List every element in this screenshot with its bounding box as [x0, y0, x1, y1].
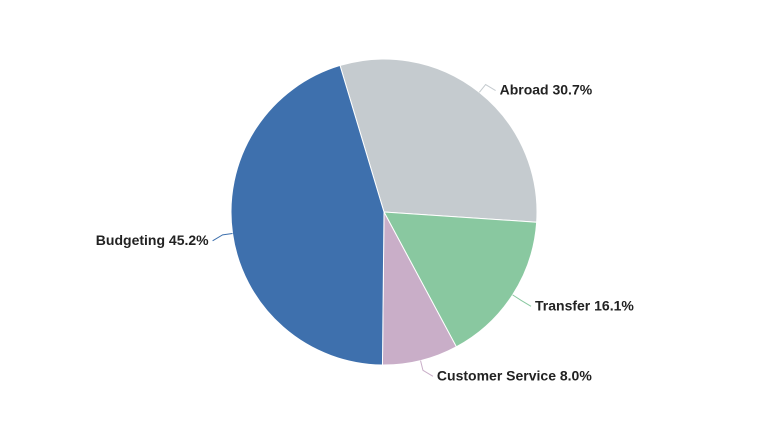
- pie-slice: [230, 64, 385, 366]
- label-category: Abroad: [500, 81, 549, 97]
- leader-line: [478, 83, 496, 93]
- label-value: 30.7%: [552, 81, 592, 97]
- data-label: Abroad 30.7%: [500, 81, 593, 97]
- label-category: Customer Service: [437, 367, 556, 383]
- leader-line: [212, 232, 233, 242]
- label-value: 16.1%: [594, 297, 634, 313]
- data-label: Budgeting 45.2%: [96, 232, 209, 248]
- data-label: Customer Service 8.0%: [437, 367, 592, 383]
- label-category: Budgeting: [96, 232, 165, 248]
- label-category: Transfer: [535, 297, 591, 313]
- pie-slice: [383, 211, 538, 348]
- data-label: Transfer 16.1%: [535, 297, 634, 313]
- label-value: 45.2%: [169, 232, 209, 248]
- leader-line: [512, 294, 532, 307]
- pie-slice: [339, 58, 538, 223]
- label-value: 8.0%: [560, 367, 592, 383]
- leader-line: [420, 360, 434, 377]
